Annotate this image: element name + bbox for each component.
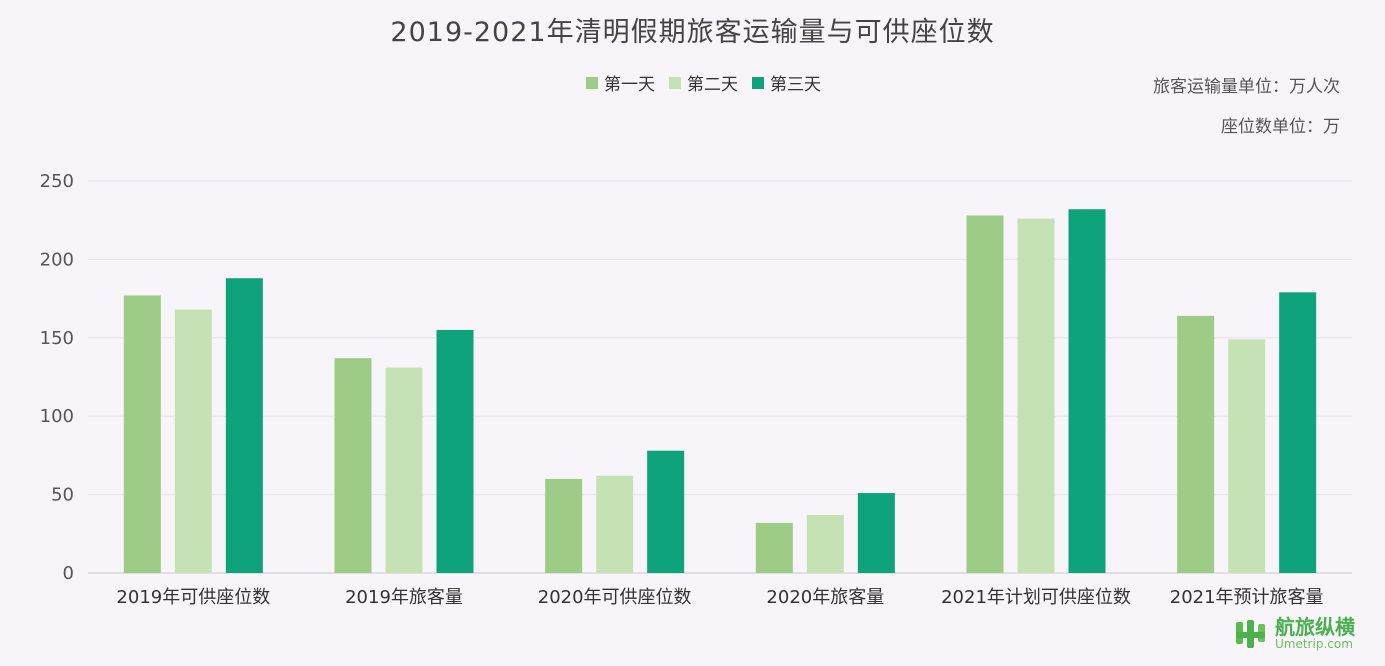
bar-3-1[interactable] — [225, 278, 263, 573]
legend-swatch-day2 — [669, 76, 681, 89]
logo-name-cn: 航旅纵横 — [1275, 615, 1355, 639]
bar-2-4[interactable] — [806, 514, 844, 573]
y-tick-label: 200 — [40, 249, 74, 270]
legend-label-day1: 第一天 — [604, 75, 655, 95]
x-category-label: 2019年可供座位数 — [116, 587, 270, 608]
bar-1-1[interactable] — [123, 295, 161, 573]
y-tick-label: 100 — [40, 406, 74, 427]
x-category-label: 2019年旅客量 — [345, 587, 463, 608]
unit-passenger: 旅客运输量单位：万人次 — [1153, 77, 1340, 97]
logo-name-en: Umetrip.com — [1275, 637, 1353, 651]
y-tick-label: 150 — [40, 328, 74, 349]
umetrip-logo: 航旅纵横 Umetrip.com — [1233, 616, 1355, 652]
y-tick-label: 250 — [40, 171, 74, 192]
bar-1-4[interactable] — [755, 522, 793, 573]
bar-3-6[interactable] — [1279, 292, 1317, 573]
bar-3-4[interactable] — [857, 493, 895, 573]
bar-1-6[interactable] — [1177, 315, 1215, 573]
bar-layer — [123, 209, 1317, 573]
legend-item-day3[interactable]: 第三天 — [752, 70, 821, 95]
umetrip-logo-icon — [1233, 616, 1269, 652]
bar-3-3[interactable] — [647, 450, 685, 573]
x-category-label: 2021年计划可供座位数 — [941, 587, 1131, 608]
legend-label-day3: 第三天 — [770, 75, 821, 95]
y-tick-label: 0 — [63, 563, 74, 584]
bar-2-6[interactable] — [1228, 339, 1266, 573]
legend-swatch-day3 — [752, 76, 764, 89]
bar-2-2[interactable] — [385, 367, 423, 573]
chart-title: 2019-2021年清明假期旅客运输量与可供座位数 — [390, 17, 995, 48]
bar-2-3[interactable] — [596, 475, 634, 573]
unit-seats: 座位数单位：万 — [1221, 117, 1340, 137]
legend-item-day2[interactable]: 第二天 — [669, 70, 738, 95]
bar-2-5[interactable] — [1017, 218, 1055, 573]
x-category-label: 2020年可供座位数 — [538, 587, 692, 608]
x-category-label: 2021年预计旅客量 — [1170, 587, 1324, 608]
legend: 第一天 第二天 第三天 — [586, 70, 821, 95]
y-tick-label: 50 — [51, 485, 74, 506]
bar-1-2[interactable] — [334, 358, 372, 573]
legend-swatch-day1 — [586, 76, 598, 89]
label-layer: 0 50 100 150 200 250 2019年可供座位数 2019年旅客量 2020年可供… — [40, 171, 1324, 608]
bar-1-5[interactable] — [966, 215, 1004, 573]
legend-item-day1[interactable]: 第一天 — [586, 70, 655, 95]
legend-label-day2: 第二天 — [687, 75, 738, 95]
x-category-label: 2020年旅客量 — [766, 587, 884, 608]
grid-layer — [88, 180, 1352, 574]
bar-2-1[interactable] — [174, 309, 212, 573]
bar-1-3[interactable] — [545, 478, 583, 573]
bar-3-2[interactable] — [436, 329, 474, 573]
bar-3-5[interactable] — [1068, 209, 1106, 573]
